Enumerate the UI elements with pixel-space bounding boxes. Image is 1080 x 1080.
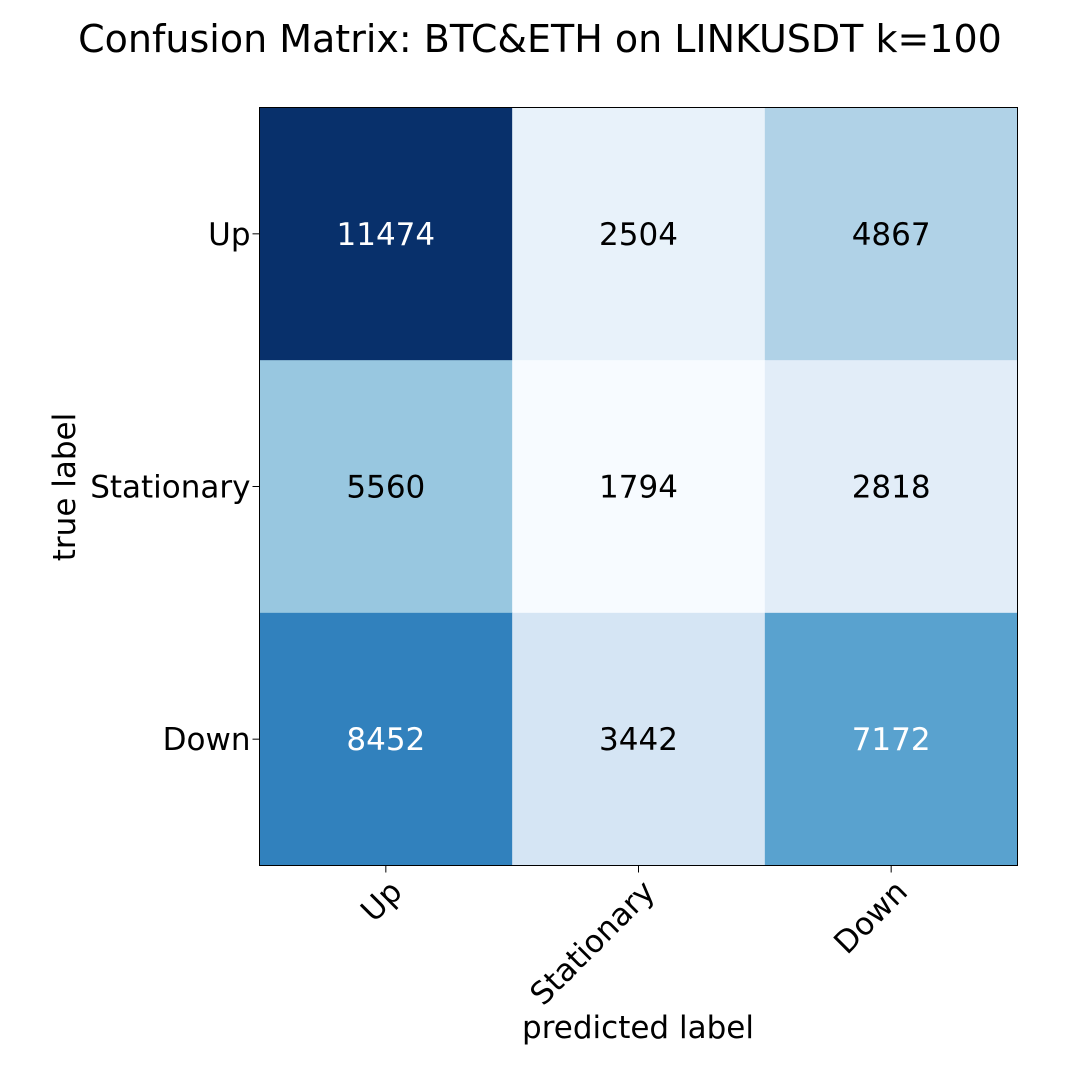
cell-value-label: 4867 — [852, 217, 931, 253]
cell-value-label: 3442 — [599, 722, 678, 758]
cell-value-label: 8452 — [346, 722, 425, 758]
chart-title: Confusion Matrix: BTC&ETH on LINKUSDT k=… — [78, 17, 1002, 61]
heatmap-cell — [259, 107, 513, 361]
heatmap-cell — [259, 612, 513, 866]
x-tick-label: Down — [827, 874, 915, 962]
heatmap-cell — [512, 107, 766, 361]
heatmap-cell — [512, 612, 766, 866]
heatmap-cell — [764, 107, 1018, 361]
y-tick-label: Down — [163, 722, 251, 758]
heatmap-cell — [259, 360, 513, 614]
x-axis: Up Stationary Down — [354, 865, 915, 1013]
heatmap-cells — [259, 107, 1018, 866]
heatmap-cell — [764, 612, 1018, 866]
x-tick-label: Up — [354, 874, 409, 929]
cell-value-label: 7172 — [852, 722, 931, 758]
cell-value-label: 1794 — [599, 470, 678, 506]
cell-value-label: 2818 — [852, 470, 931, 506]
y-tick-label: Stationary — [90, 470, 250, 506]
cell-value-label: 11474 — [337, 217, 436, 253]
y-axis-label: true label — [47, 413, 83, 561]
x-axis-label: predicted label — [522, 1010, 754, 1046]
heatmap-cell — [764, 360, 1018, 614]
cell-value-label: 2504 — [599, 217, 678, 253]
y-axis: Up Stationary Down — [90, 217, 260, 758]
cell-value-label: 5560 — [346, 470, 425, 506]
y-tick-label: Up — [208, 217, 250, 253]
heatmap-cell — [512, 360, 766, 614]
x-tick-label: Stationary — [523, 874, 662, 1013]
heatmap-cell-labels: 11474 2504 4867 5560 1794 2818 8452 3442 7172 — [337, 217, 931, 758]
